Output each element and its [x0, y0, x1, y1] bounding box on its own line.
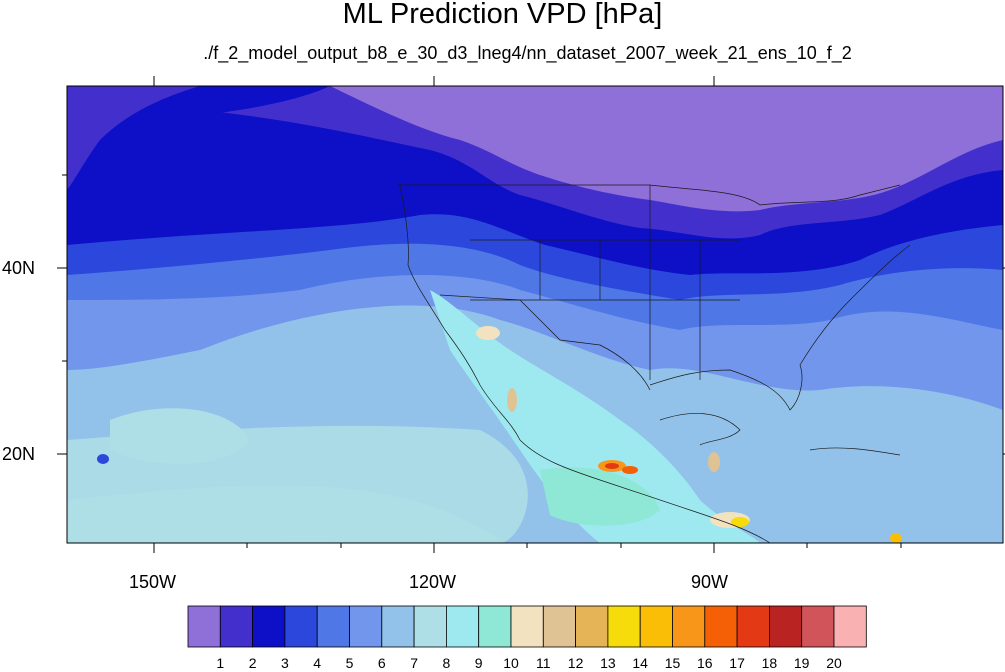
colorbar: [187, 605, 867, 648]
colorbar-label: 17: [729, 655, 745, 671]
colorbar-swatch: [575, 605, 609, 648]
map-subtitle: ./f_2_model_output_b8_e_30_d3_lneg4/nn_d…: [203, 43, 852, 63]
colorbar-label: 15: [664, 655, 681, 671]
coastlines: [398, 184, 911, 543]
colorbar-label: 16: [697, 655, 713, 671]
colorbar-swatch: [801, 605, 835, 648]
colorbar-swatch: [316, 605, 350, 648]
colorbar-swatch: [219, 605, 254, 648]
colorbar-label: 6: [377, 655, 386, 671]
colorbar-swatch: [672, 605, 706, 648]
colorbar-swatch: [510, 605, 544, 648]
colorbar-swatch: [413, 605, 447, 648]
colorbar-label: 18: [761, 655, 778, 671]
colorbar-label: 4: [313, 655, 322, 671]
colorbar-swatch: [187, 605, 221, 648]
colorbar-label: 5: [345, 655, 354, 671]
colorbar-swatch: [478, 605, 512, 648]
colorbar-label: 13: [600, 655, 616, 671]
colorbar-label: 12: [567, 655, 584, 671]
lon-label-150w: 150W: [129, 572, 177, 592]
map-title: ML Prediction VPD [hPa]: [342, 0, 663, 30]
colorbar-swatch: [445, 605, 480, 648]
colorbar-label: 14: [632, 655, 648, 671]
colorbar-swatch: [252, 605, 286, 648]
colorbar-label: 10: [503, 655, 519, 671]
colorbar-swatch: [833, 605, 867, 648]
colorbar-label: 1: [216, 655, 225, 671]
map-field: [67, 86, 1003, 543]
lat-label-20n: 20N: [2, 444, 36, 464]
lon-label-90w: 90W: [691, 572, 729, 592]
colorbar-label: 8: [442, 655, 451, 671]
colorbar-swatch: [736, 605, 770, 648]
colorbar-label: 20: [826, 655, 842, 671]
axis-ticks: [57, 76, 1005, 553]
lon-label-120w: 120W: [409, 572, 457, 592]
colorbar-swatch: [542, 605, 576, 648]
colorbar-swatch: [284, 605, 318, 648]
colorbar-label: 9: [474, 655, 483, 671]
colorbar-swatch: [381, 605, 415, 648]
colorbar-swatch: [639, 605, 673, 648]
colorbar-label: 7: [410, 655, 418, 671]
colorbar-label: 11: [536, 655, 551, 671]
colorbar-label: 3: [280, 655, 289, 671]
colorbar-swatch: [349, 605, 383, 648]
colorbar-swatch: [769, 605, 803, 648]
lat-label-40n: 40N: [2, 258, 36, 278]
colorbar-label: 19: [793, 655, 810, 671]
colorbar-swatch: [704, 605, 738, 648]
colorbar-label: 2: [248, 655, 257, 671]
colorbar-swatch: [607, 605, 641, 648]
